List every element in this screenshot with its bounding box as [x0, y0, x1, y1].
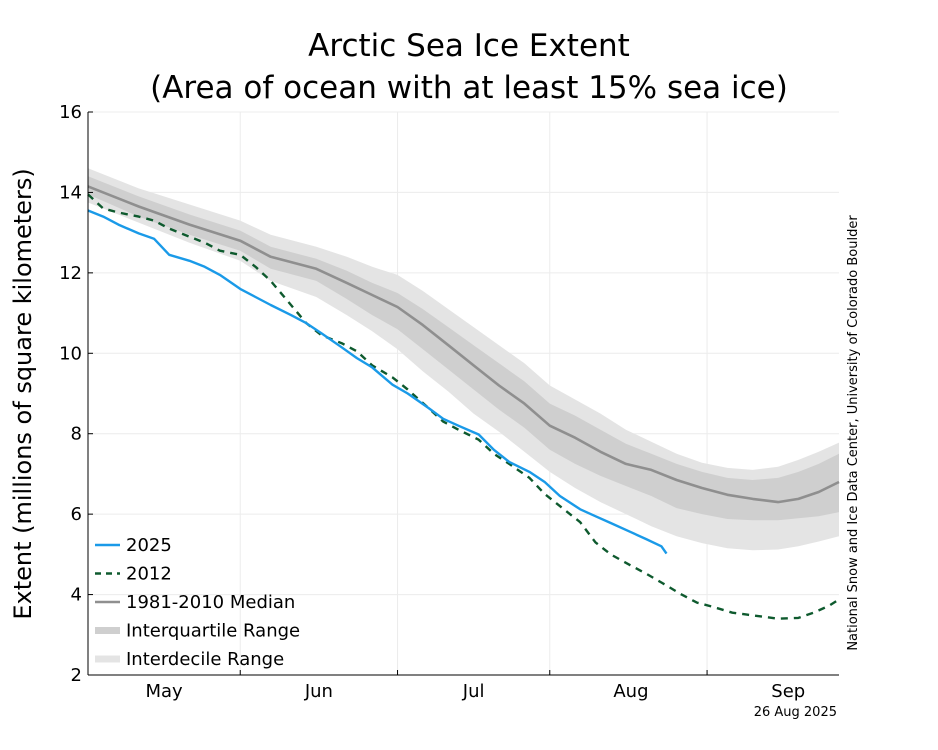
series-line-2025 — [87, 209, 668, 555]
y-tick-label: 16 — [59, 102, 82, 123]
y-tick-label: 2 — [71, 665, 82, 686]
y-tick-label: 6 — [71, 504, 82, 525]
y-tick-label: 12 — [59, 263, 82, 284]
legend-label: 1981-2010 Median — [126, 592, 295, 613]
y-tick-label: 14 — [59, 182, 82, 203]
y-tick-label: 10 — [59, 343, 82, 364]
y-axis-label: Extent (millions of square kilometers) — [9, 168, 37, 619]
x-tick-label: Jun — [304, 681, 333, 702]
interquartile-range-band — [88, 176, 839, 521]
x-tick-label: Jul — [462, 681, 485, 702]
x-tick-label: Aug — [613, 681, 648, 702]
legend-label: Interdecile Range — [126, 649, 284, 670]
date-label: 26 Aug 2025 — [754, 705, 837, 720]
y-tick-label: 4 — [71, 585, 82, 606]
x-tick-labels: May Jun Jul Aug Sep — [146, 681, 806, 702]
x-tick-label: May — [146, 681, 184, 702]
legend-label: Interquartile Range — [126, 621, 300, 642]
chart-title-line2: (Area of ocean with at least 15% sea ice… — [150, 70, 788, 106]
legend-label: 2025 — [126, 535, 172, 556]
series-line-median — [87, 185, 840, 504]
series-line-2012 — [87, 193, 840, 620]
x-tick-label: Sep — [771, 681, 805, 702]
range-bands — [88, 168, 839, 551]
legend: 2025 2012 1981-2010 Median Interquartile Ra… — [95, 535, 300, 670]
chart-title-line1: Arctic Sea Ice Extent — [308, 28, 630, 64]
series-lines — [87, 185, 840, 620]
axes — [87, 111, 839, 676]
legend-label: 2012 — [126, 564, 172, 585]
y-tick-label: 8 — [71, 424, 82, 445]
y-tick-labels: 2 4 6 8 10 12 14 16 — [59, 102, 82, 686]
credit-text: National Snow and Ice Data Center, Unive… — [846, 215, 861, 651]
